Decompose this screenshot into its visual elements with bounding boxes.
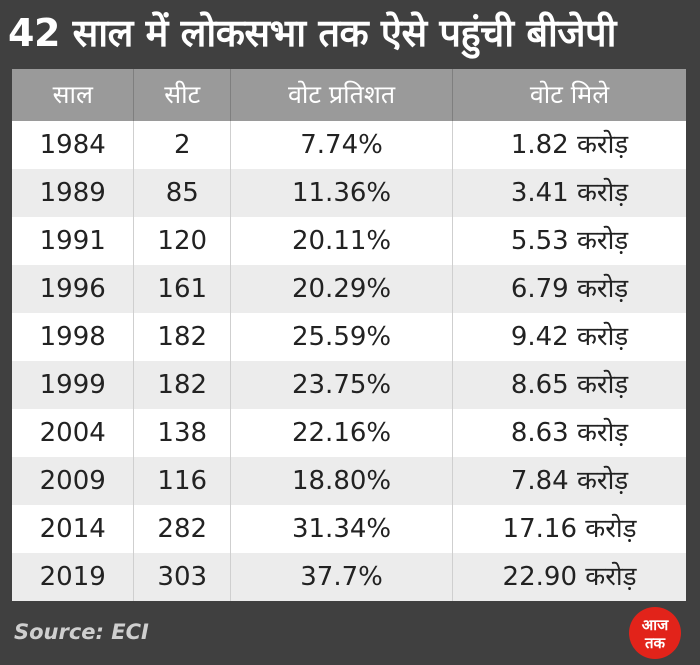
cell-year: 1996 <box>39 274 106 304</box>
logo-text-bottom: तक <box>644 634 667 652</box>
cell-year: 1999 <box>39 370 106 400</box>
table-row: 1989 85 11.36% 3.41 करोड़ <box>12 169 686 217</box>
cell-year: 1984 <box>39 130 106 160</box>
cell-year: 2019 <box>39 562 106 592</box>
logo-circle <box>629 607 681 659</box>
aajtak-logo-icon: आज तक <box>629 607 681 659</box>
table-row: 1998 182 25.59% 9.42 करोड़ <box>12 313 686 361</box>
page-title: 42 साल में लोकसभा तक ऐसे पहुंची बीजेपी <box>8 11 616 55</box>
table-row: 1991 120 20.11% 5.53 करोड़ <box>12 217 686 265</box>
table-row: 2019 303 37.7% 22.90 करोड़ <box>12 553 686 601</box>
data-table: साल सीट वोट प्रतिशत वोट मिले 1984 2 7.74% 1… <box>12 69 686 601</box>
cell-seats: 2 <box>133 121 230 169</box>
cell-vote-percent: 20.11% <box>230 217 452 265</box>
logo-text-top: आज <box>642 616 669 634</box>
cell-vote-percent: 22.16% <box>230 409 452 457</box>
cell-seats: 116 <box>133 457 230 505</box>
header-votes: वोट मिले <box>452 69 686 121</box>
header-seats: सीट <box>133 69 230 121</box>
cell-votes: 22.90 करोड़ <box>452 553 686 601</box>
cell-votes: 1.82 करोड़ <box>452 121 686 169</box>
cell-vote-percent: 23.75% <box>230 361 452 409</box>
cell-seats: 120 <box>133 217 230 265</box>
cell-year: 2009 <box>39 466 106 496</box>
cell-votes: 7.84 करोड़ <box>452 457 686 505</box>
cell-seats: 282 <box>133 505 230 553</box>
cell-year: 2004 <box>39 418 106 448</box>
cell-vote-percent: 37.7% <box>230 553 452 601</box>
table-row: 1999 182 23.75% 8.65 करोड़ <box>12 361 686 409</box>
cell-seats: 182 <box>133 313 230 361</box>
cell-votes: 5.53 करोड़ <box>452 217 686 265</box>
cell-year: 2014 <box>39 514 106 544</box>
table-header-row: साल सीट वोट प्रतिशत वोट मिले <box>12 69 686 121</box>
cell-year: 1989 <box>39 178 106 208</box>
table-body: 1984 2 7.74% 1.82 करोड़ 1989 85 11.36% 3.41 करो… <box>12 121 686 601</box>
cell-vote-percent: 20.29% <box>230 265 452 313</box>
table-row: 2014 282 31.34% 17.16 करोड़ <box>12 505 686 553</box>
cell-votes: 8.63 करोड़ <box>452 409 686 457</box>
cell-vote-percent: 18.80% <box>230 457 452 505</box>
cell-votes: 9.42 करोड़ <box>452 313 686 361</box>
table-row: 2009 116 18.80% 7.84 करोड़ <box>12 457 686 505</box>
cell-seats: 85 <box>133 169 230 217</box>
table-row: 1996 161 20.29% 6.79 करोड़ <box>12 265 686 313</box>
header-year: साल <box>52 80 93 109</box>
cell-seats: 161 <box>133 265 230 313</box>
cell-vote-percent: 31.34% <box>230 505 452 553</box>
cell-votes: 6.79 करोड़ <box>452 265 686 313</box>
header-vote-percent: वोट प्रतिशत <box>230 69 452 121</box>
cell-year: 1998 <box>39 322 106 352</box>
cell-votes: 3.41 करोड़ <box>452 169 686 217</box>
cell-vote-percent: 11.36% <box>230 169 452 217</box>
cell-votes: 17.16 करोड़ <box>452 505 686 553</box>
table-row: 2004 138 22.16% 8.63 करोड़ <box>12 409 686 457</box>
table-row: 1984 2 7.74% 1.82 करोड़ <box>12 121 686 169</box>
cell-seats: 138 <box>133 409 230 457</box>
cell-vote-percent: 7.74% <box>230 121 452 169</box>
cell-year: 1991 <box>39 226 106 256</box>
cell-vote-percent: 25.59% <box>230 313 452 361</box>
cell-seats: 303 <box>133 553 230 601</box>
cell-seats: 182 <box>133 361 230 409</box>
cell-votes: 8.65 करोड़ <box>452 361 686 409</box>
source-note: Source: ECI <box>14 620 149 644</box>
